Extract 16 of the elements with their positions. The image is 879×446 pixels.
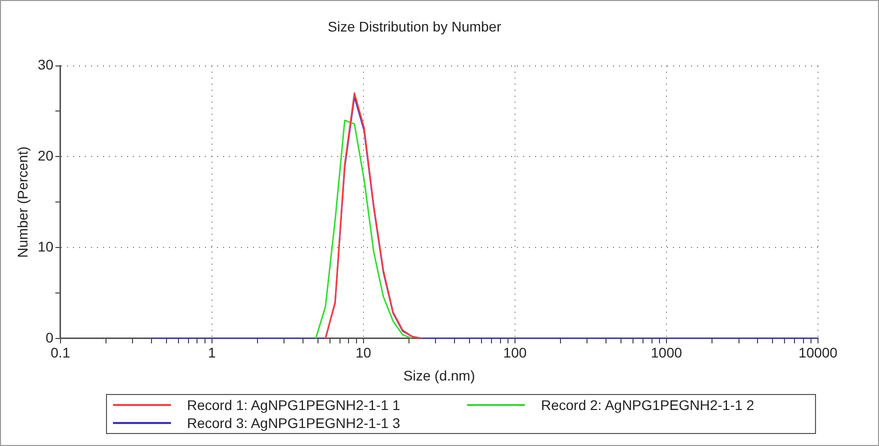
y-tick-label: 30 — [38, 56, 54, 73]
y-tick-label: 10 — [38, 238, 54, 254]
legend-label: Record 2: AgNPG1PEGNH2-1-1 2 — [541, 397, 754, 413]
x-tick-label: 100 — [503, 344, 527, 361]
y-axis-title: Number (Percent) — [14, 146, 30, 258]
x-tick-label: 0.1 — [50, 344, 70, 361]
x-tick-label: 10 — [356, 344, 372, 361]
x-axis-title: Size (d.nm) — [403, 367, 475, 384]
x-tick-label: 1000 — [650, 344, 682, 361]
x-tick-label: 1 — [208, 344, 216, 361]
legend-label: Record 1: AgNPG1PEGNH2-1-1 1 — [187, 397, 400, 413]
x-tick-label: 10000 — [798, 344, 838, 361]
y-tick-label: 20 — [38, 148, 54, 164]
chart-title: Size Distribution by Number — [328, 18, 502, 34]
legend-label: Record 3: AgNPG1PEGNH2-1-1 3 — [187, 415, 400, 431]
y-tick-label: 0 — [46, 329, 54, 346]
